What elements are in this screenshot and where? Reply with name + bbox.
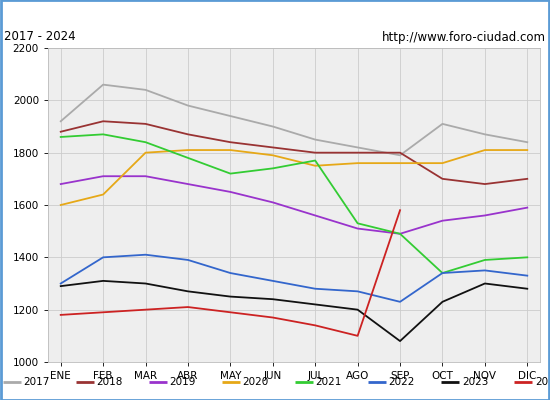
Text: 2017: 2017 <box>23 377 50 387</box>
Text: 2020: 2020 <box>243 377 269 387</box>
Text: 2021: 2021 <box>316 377 342 387</box>
Text: 2017 - 2024: 2017 - 2024 <box>4 30 76 44</box>
Text: 2019: 2019 <box>169 377 196 387</box>
Text: 2023: 2023 <box>462 377 488 387</box>
Text: Evolucion del paro registrado en Zafra: Evolucion del paro registrado en Zafra <box>128 6 422 20</box>
Text: 2018: 2018 <box>96 377 123 387</box>
Text: 2022: 2022 <box>389 377 415 387</box>
Text: http://www.foro-ciudad.com: http://www.foro-ciudad.com <box>382 30 546 44</box>
Text: 2024: 2024 <box>535 377 550 387</box>
